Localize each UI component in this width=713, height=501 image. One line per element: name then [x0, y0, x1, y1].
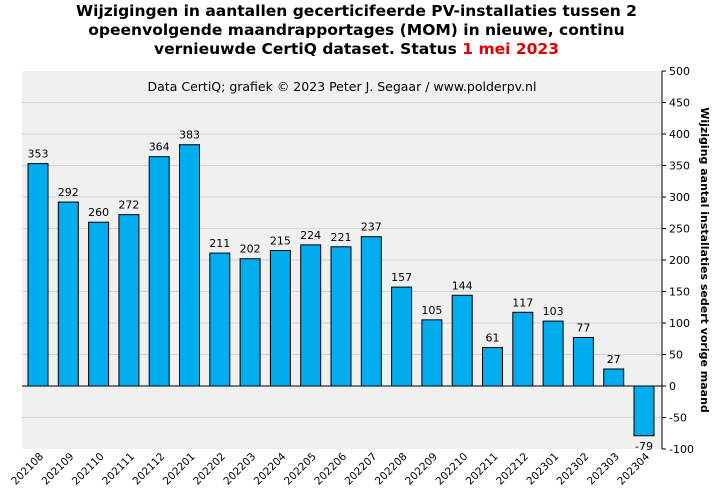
- data-label: 364: [149, 141, 170, 154]
- x-tick-label: 202204: [252, 450, 289, 487]
- bar-202201: [179, 144, 200, 387]
- bar-202209: [421, 319, 443, 387]
- x-tick-label: 202202: [191, 451, 228, 488]
- data-label: 353: [28, 148, 49, 161]
- x-tick-label: 202201: [161, 451, 198, 488]
- bar-202211: [482, 347, 503, 387]
- data-label: 292: [58, 186, 79, 199]
- data-label: 202: [240, 243, 261, 256]
- y-axis-label: Wijziging aantal installaties sedert vor…: [698, 107, 711, 413]
- bar-202304: [633, 385, 655, 437]
- data-label: 237: [361, 221, 382, 234]
- y-tick-label: 200: [669, 254, 690, 267]
- data-label: -79: [635, 440, 653, 453]
- y-tick-label: 500: [669, 65, 690, 78]
- title-line-1: Wijzigingen in aantallen gecerticifeerde…: [76, 2, 637, 20]
- bar-202207: [360, 236, 382, 387]
- bar-202203: [239, 258, 261, 387]
- title-line-2: opeenvolgende maandrapportages (MOM) in …: [88, 21, 625, 39]
- chart-subtitle: Data CertiQ; grafiek © 2023 Peter J. Seg…: [148, 79, 537, 94]
- data-label: 260: [88, 206, 109, 219]
- bar-202301: [542, 320, 564, 387]
- x-tick-label: 202303: [585, 451, 622, 488]
- y-tick-label: -50: [669, 412, 687, 425]
- bar-202108: [27, 163, 49, 387]
- data-label: 211: [209, 237, 230, 250]
- bar-202208: [391, 286, 413, 387]
- x-tick-label: 202109: [40, 451, 77, 488]
- x-tick-label: 202301: [524, 451, 561, 488]
- y-tick-label: 0: [669, 380, 676, 393]
- x-tick-label: 202112: [130, 451, 167, 488]
- bar-202111: [118, 214, 140, 387]
- x-tick-label: 202209: [403, 451, 440, 488]
- data-label: 221: [331, 231, 352, 244]
- data-label: 144: [452, 279, 473, 292]
- bar-202206: [330, 246, 352, 387]
- bars: 353 292 260 272 364 383 211 202 215 224 221 237 157 1…: [27, 129, 655, 453]
- x-axis-ticks: 2021082021092021102021112021122022012022…: [9, 450, 652, 487]
- bar-202204: [269, 250, 291, 387]
- bar-202109: [57, 201, 79, 387]
- x-tick-label: 202111: [100, 451, 137, 488]
- data-label: 383: [179, 129, 200, 142]
- x-tick-label: 202207: [343, 451, 380, 488]
- y-tick-label: -100: [669, 443, 694, 456]
- data-label: 157: [391, 271, 412, 284]
- x-tick-label: 202211: [464, 451, 501, 488]
- data-label: 117: [512, 296, 533, 309]
- data-label: 224: [300, 229, 321, 242]
- bar-202210: [451, 294, 473, 387]
- data-label: 77: [576, 321, 590, 334]
- data-label: 105: [421, 304, 442, 317]
- x-tick-label: 202212: [494, 451, 531, 488]
- data-label: 61: [486, 332, 500, 345]
- y-tick-label: 400: [669, 128, 690, 141]
- x-tick-label: 202302: [555, 451, 592, 488]
- bar-202205: [300, 244, 322, 387]
- bar-202112: [148, 156, 170, 387]
- bar-202202: [209, 252, 231, 387]
- bar-202303: [603, 368, 625, 387]
- data-label: 27: [607, 353, 621, 366]
- status-date: 1 mei 2023: [462, 40, 559, 58]
- y-tick-label: 50: [669, 349, 683, 362]
- x-tick-label: 202206: [312, 450, 349, 487]
- x-tick-label: 202108: [9, 451, 46, 488]
- data-label: 103: [543, 305, 564, 318]
- title-line-3-prefix: vernieuwde CertiQ dataset. Status: [154, 40, 463, 58]
- title-line-3: vernieuwde CertiQ dataset. Status 1 mei …: [0, 40, 713, 59]
- chart-title: Wijzigingen in aantallen gecerticifeerde…: [0, 2, 713, 59]
- bar-202302: [572, 336, 594, 387]
- x-tick-label: 202208: [373, 451, 410, 488]
- y-tick-label: 300: [669, 191, 690, 204]
- data-label: 272: [118, 199, 139, 212]
- data-label: 215: [270, 235, 291, 248]
- x-tick-label: 202205: [282, 451, 319, 488]
- x-tick-label: 202203: [221, 451, 258, 488]
- y-tick-label: 250: [669, 223, 690, 236]
- y-tick-label: 450: [669, 97, 690, 110]
- y-tick-label: 150: [669, 286, 690, 299]
- bar-202212: [512, 311, 534, 387]
- bar-202110: [88, 221, 110, 387]
- x-tick-label: 202210: [433, 451, 470, 488]
- x-tick-label: 202304: [615, 450, 652, 487]
- x-tick-label: 202110: [70, 451, 107, 488]
- y-axis-ticks: -100 -50 0 50 100 150 200 250 300 350 400 450 500: [662, 65, 694, 456]
- y-tick-label: 100: [669, 317, 690, 330]
- y-tick-label: 350: [669, 160, 690, 173]
